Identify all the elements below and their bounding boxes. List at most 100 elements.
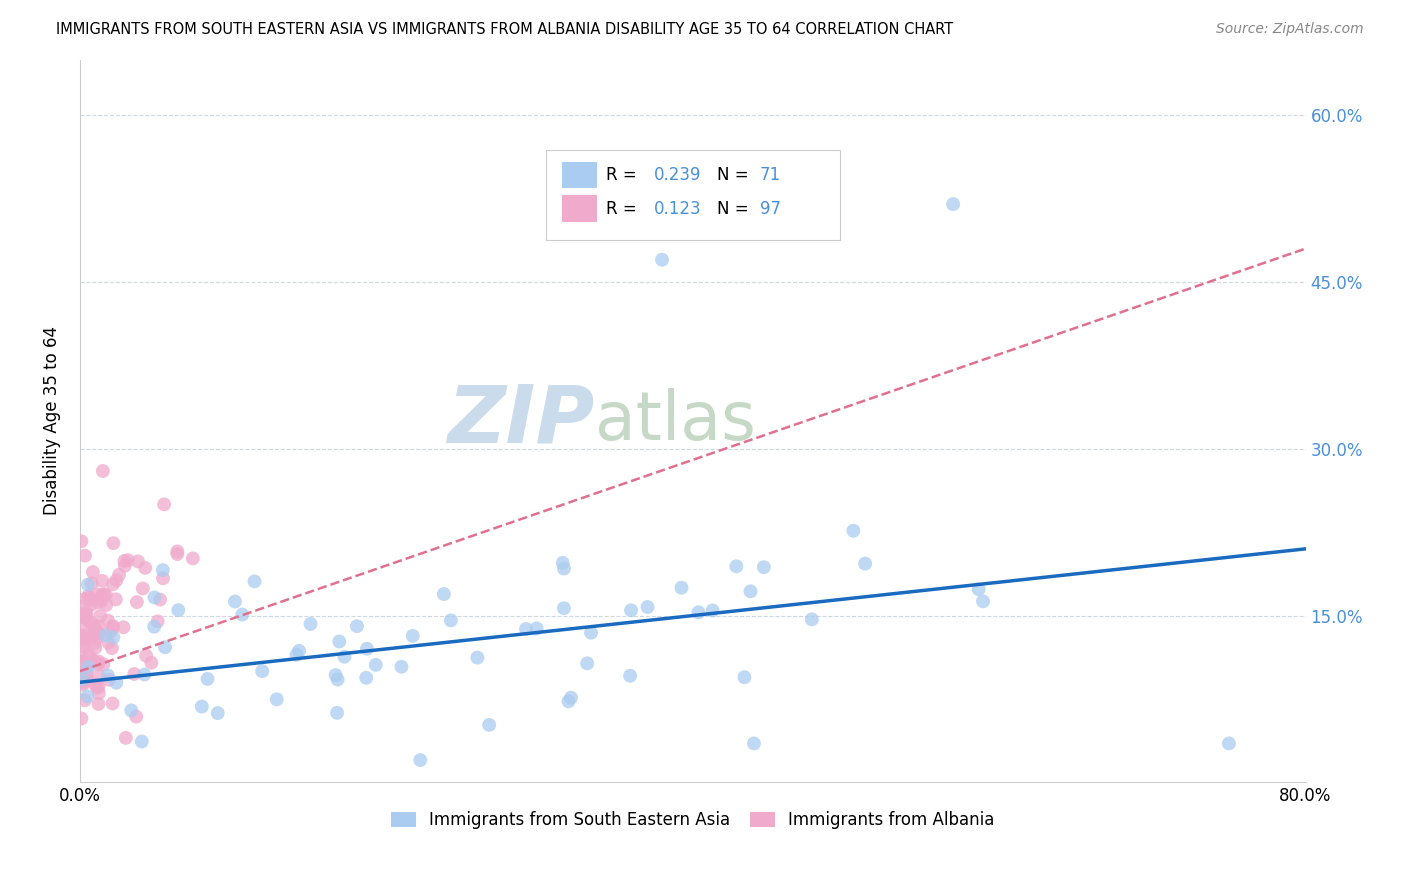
Point bbox=[76, 649, 98, 664]
Point bbox=[326, 706, 349, 720]
Point bbox=[91, 574, 114, 588]
Point bbox=[103, 536, 125, 550]
Point bbox=[132, 582, 155, 596]
Text: Source: ZipAtlas.com: Source: ZipAtlas.com bbox=[1216, 22, 1364, 37]
Point bbox=[197, 672, 219, 686]
Point bbox=[83, 654, 105, 668]
Point bbox=[122, 667, 145, 681]
Point bbox=[87, 680, 110, 694]
Point bbox=[515, 622, 537, 636]
Point bbox=[73, 620, 96, 634]
Point bbox=[166, 547, 188, 561]
Point bbox=[76, 614, 98, 628]
Point bbox=[101, 697, 124, 711]
Point bbox=[326, 673, 349, 687]
Point bbox=[553, 561, 575, 575]
Point bbox=[77, 577, 100, 591]
Point bbox=[91, 657, 114, 672]
Point bbox=[84, 640, 107, 655]
Point bbox=[120, 703, 142, 717]
Point bbox=[97, 668, 120, 682]
Point bbox=[231, 607, 253, 622]
Point bbox=[620, 603, 643, 617]
Y-axis label: Disability Age 35 to 64: Disability Age 35 to 64 bbox=[44, 326, 60, 516]
Point bbox=[328, 634, 350, 648]
Point bbox=[104, 592, 127, 607]
Point bbox=[553, 601, 575, 615]
Text: R =: R = bbox=[606, 166, 641, 185]
Text: IMMIGRANTS FROM SOUTH EASTERN ASIA VS IMMIGRANTS FROM ALBANIA DISABILITY AGE 35 : IMMIGRANTS FROM SOUTH EASTERN ASIA VS IM… bbox=[56, 22, 953, 37]
Point bbox=[842, 524, 865, 538]
FancyBboxPatch shape bbox=[561, 161, 598, 188]
Point bbox=[134, 561, 156, 575]
Point bbox=[346, 619, 368, 633]
Point bbox=[356, 641, 378, 656]
Point bbox=[141, 656, 163, 670]
Point bbox=[76, 670, 98, 684]
Point bbox=[87, 657, 110, 671]
Point bbox=[152, 571, 174, 585]
Point bbox=[637, 600, 659, 615]
Point bbox=[125, 595, 148, 609]
Point bbox=[80, 598, 103, 612]
Point bbox=[86, 587, 108, 601]
Point bbox=[73, 549, 96, 563]
Point bbox=[101, 577, 124, 591]
Point bbox=[101, 641, 124, 656]
Point bbox=[77, 589, 100, 603]
Point bbox=[942, 197, 965, 211]
Point bbox=[105, 574, 128, 588]
Point bbox=[87, 669, 110, 683]
Point bbox=[76, 665, 98, 679]
Point bbox=[725, 559, 748, 574]
FancyBboxPatch shape bbox=[561, 195, 598, 222]
Point bbox=[70, 658, 93, 673]
Point bbox=[87, 595, 110, 609]
Point bbox=[94, 588, 117, 602]
Point bbox=[243, 574, 266, 589]
Point bbox=[117, 553, 139, 567]
Point bbox=[1218, 736, 1240, 750]
Point bbox=[402, 629, 425, 643]
Point bbox=[86, 681, 108, 695]
Point bbox=[972, 594, 994, 608]
Point bbox=[325, 668, 347, 682]
Point bbox=[551, 556, 574, 570]
Point bbox=[70, 654, 93, 668]
Point bbox=[114, 731, 136, 745]
Point bbox=[98, 624, 121, 639]
Point bbox=[73, 675, 96, 690]
Point bbox=[688, 605, 710, 619]
Point bbox=[557, 694, 579, 708]
Text: atlas: atlas bbox=[595, 388, 755, 454]
Point bbox=[127, 554, 149, 568]
Point bbox=[90, 588, 112, 602]
Text: N =: N = bbox=[717, 200, 754, 219]
Point bbox=[250, 664, 273, 678]
Point bbox=[143, 591, 166, 605]
Point bbox=[103, 620, 125, 634]
Point bbox=[87, 626, 110, 640]
Point bbox=[131, 734, 153, 748]
Point bbox=[526, 622, 548, 636]
Text: N =: N = bbox=[717, 166, 754, 185]
Point bbox=[579, 625, 602, 640]
Point bbox=[87, 697, 110, 711]
Point bbox=[619, 669, 641, 683]
Point bbox=[153, 497, 176, 511]
Point bbox=[73, 640, 96, 654]
Text: 0.123: 0.123 bbox=[654, 200, 702, 219]
Point bbox=[72, 659, 94, 673]
Point bbox=[135, 648, 157, 663]
Point bbox=[87, 686, 110, 700]
Point bbox=[440, 613, 463, 627]
Text: R =: R = bbox=[606, 200, 641, 219]
Point bbox=[75, 607, 97, 622]
Point bbox=[87, 619, 110, 633]
Text: 97: 97 bbox=[761, 200, 782, 219]
Point bbox=[96, 598, 118, 612]
Point bbox=[86, 631, 108, 645]
Point bbox=[79, 591, 101, 605]
Point bbox=[80, 616, 103, 631]
Point bbox=[114, 558, 136, 573]
